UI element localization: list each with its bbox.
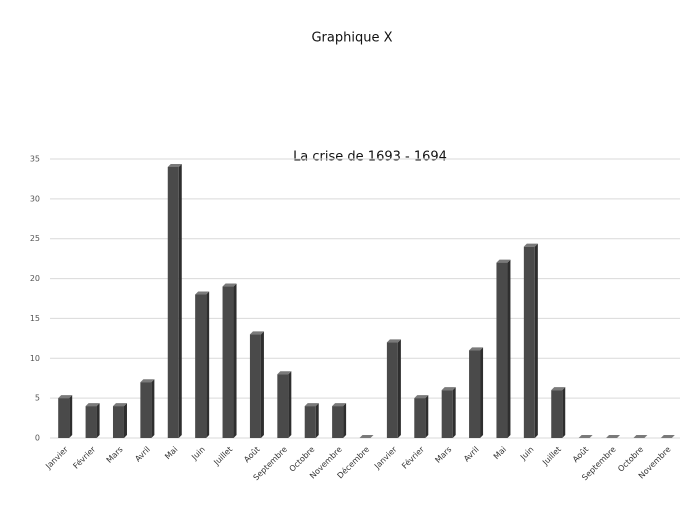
bar <box>195 294 207 438</box>
bar <box>551 390 563 438</box>
y-tick-label: 20 <box>30 274 40 283</box>
y-tick-label: 5 <box>35 394 40 403</box>
x-tick-label: Août <box>242 445 261 464</box>
bar-top <box>660 435 675 438</box>
bar-side <box>178 163 182 438</box>
bar-top <box>359 435 374 438</box>
bar-side <box>562 387 566 438</box>
bar-top <box>523 243 538 247</box>
x-tick-label: Mai <box>163 445 179 461</box>
bar-side <box>315 403 319 438</box>
bar-top <box>469 347 484 351</box>
bar-side <box>452 387 456 438</box>
bar-top <box>414 395 429 399</box>
y-tick-label: 0 <box>35 434 40 443</box>
bar <box>277 374 289 438</box>
bar <box>140 382 152 438</box>
bar-side <box>480 347 484 438</box>
x-tick-label: Février <box>71 444 98 471</box>
bar-top <box>606 435 621 438</box>
bar-top <box>140 379 155 383</box>
bar <box>249 334 261 438</box>
bar <box>496 262 508 438</box>
bar <box>85 406 97 438</box>
bar-side <box>343 403 347 438</box>
x-tick-label: Juin <box>189 445 206 462</box>
bar-side <box>96 403 100 438</box>
y-tick-label: 25 <box>30 234 40 243</box>
bar <box>222 286 234 438</box>
bar-side <box>288 371 292 438</box>
bar <box>414 398 426 438</box>
bar-side <box>507 259 511 438</box>
bar-side <box>151 379 155 438</box>
y-tick-label: 35 <box>30 155 40 164</box>
bar-top <box>167 163 182 167</box>
bar <box>523 246 535 438</box>
bar-side <box>425 395 429 438</box>
x-tick-label: Janvier <box>372 444 399 471</box>
x-tick-label: Avril <box>133 445 152 464</box>
bar <box>441 390 453 438</box>
bar-top <box>496 259 511 263</box>
bar-side <box>233 283 237 438</box>
x-tick-label: Février <box>399 444 426 471</box>
bar-side <box>69 395 73 438</box>
bar-side <box>397 339 401 438</box>
bar <box>469 350 481 438</box>
bar-top <box>195 291 210 295</box>
bar-top <box>441 387 456 391</box>
x-tick-label: Mars <box>105 445 125 465</box>
bar-side <box>123 403 127 438</box>
chart-title: La crise de 1693 - 1694 <box>293 150 447 165</box>
bar-top <box>551 387 566 391</box>
bar-top <box>277 371 292 375</box>
x-tick-label: Mars <box>433 445 453 465</box>
bar <box>58 398 70 438</box>
bar <box>386 342 398 438</box>
bar-side <box>260 331 264 438</box>
bar-top <box>112 403 127 407</box>
bar-top <box>332 403 347 407</box>
bar-top <box>85 403 100 407</box>
bar-top <box>249 331 264 335</box>
page-title: Graphique X <box>311 31 392 46</box>
bar <box>167 166 179 438</box>
y-tick-label: 30 <box>30 194 40 203</box>
x-tick-label: Avril <box>462 445 481 464</box>
bar <box>332 406 344 438</box>
bar-top <box>633 435 648 438</box>
y-tick-label: 15 <box>30 314 40 323</box>
x-tick-label: Mai <box>492 445 508 461</box>
bar <box>112 406 124 438</box>
y-tick-label: 10 <box>30 354 40 363</box>
x-tick-label: Juin <box>518 445 535 462</box>
x-tick-label: Juillet <box>211 445 234 468</box>
x-tick-label: Août <box>571 445 590 464</box>
bar-side <box>534 243 538 438</box>
bar-top <box>58 395 73 399</box>
x-tick-label: Janvier <box>43 444 70 471</box>
bar-top <box>304 403 319 407</box>
x-tick-label: Juillet <box>540 445 563 468</box>
bar-top <box>222 283 237 287</box>
bar-side <box>206 291 210 438</box>
bar <box>304 406 316 438</box>
bar-top <box>386 339 401 343</box>
bar-top <box>578 435 593 438</box>
